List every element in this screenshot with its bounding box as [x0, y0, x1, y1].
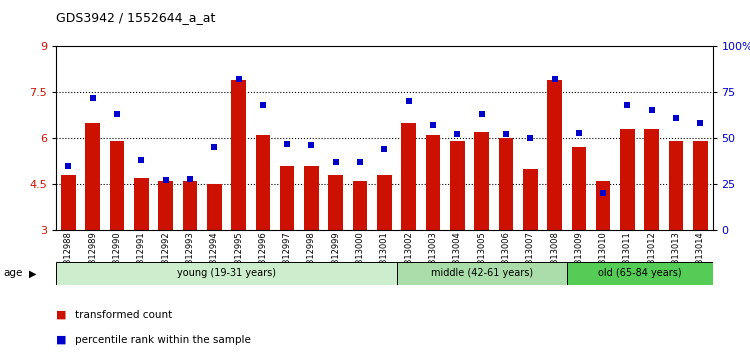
Bar	[256, 135, 270, 230]
Bar	[567, 262, 712, 285]
Text: age: age	[4, 268, 23, 278]
Bar	[158, 181, 173, 230]
Text: ■: ■	[56, 335, 67, 345]
Bar	[328, 175, 343, 230]
Bar	[596, 181, 610, 230]
Bar	[397, 262, 567, 285]
Bar	[280, 166, 295, 230]
Bar	[669, 141, 683, 230]
Text: percentile rank within the sample: percentile rank within the sample	[75, 335, 250, 345]
Text: middle (42-61 years): middle (42-61 years)	[430, 268, 532, 279]
Text: transformed count: transformed count	[75, 310, 172, 320]
Bar	[644, 129, 659, 230]
Bar	[426, 135, 440, 230]
Bar	[450, 141, 464, 230]
Bar	[352, 181, 368, 230]
Bar	[86, 123, 100, 230]
Bar	[548, 80, 562, 230]
Text: young (19-31 years): young (19-31 years)	[177, 268, 276, 279]
Bar	[620, 129, 634, 230]
Text: GDS3942 / 1552644_a_at: GDS3942 / 1552644_a_at	[56, 11, 216, 24]
Bar	[499, 138, 513, 230]
Bar	[377, 175, 392, 230]
Bar	[304, 166, 319, 230]
Bar	[61, 175, 76, 230]
Bar	[693, 141, 708, 230]
Bar	[474, 132, 489, 230]
Bar	[134, 178, 148, 230]
Bar	[401, 123, 416, 230]
Bar	[523, 169, 538, 230]
Bar	[207, 184, 221, 230]
Text: ■: ■	[56, 310, 67, 320]
Bar	[231, 80, 246, 230]
Bar	[110, 141, 125, 230]
Bar	[572, 147, 586, 230]
Text: ▶: ▶	[28, 268, 36, 278]
Bar	[56, 262, 397, 285]
Text: old (65-84 years): old (65-84 years)	[598, 268, 682, 279]
Bar	[183, 181, 197, 230]
